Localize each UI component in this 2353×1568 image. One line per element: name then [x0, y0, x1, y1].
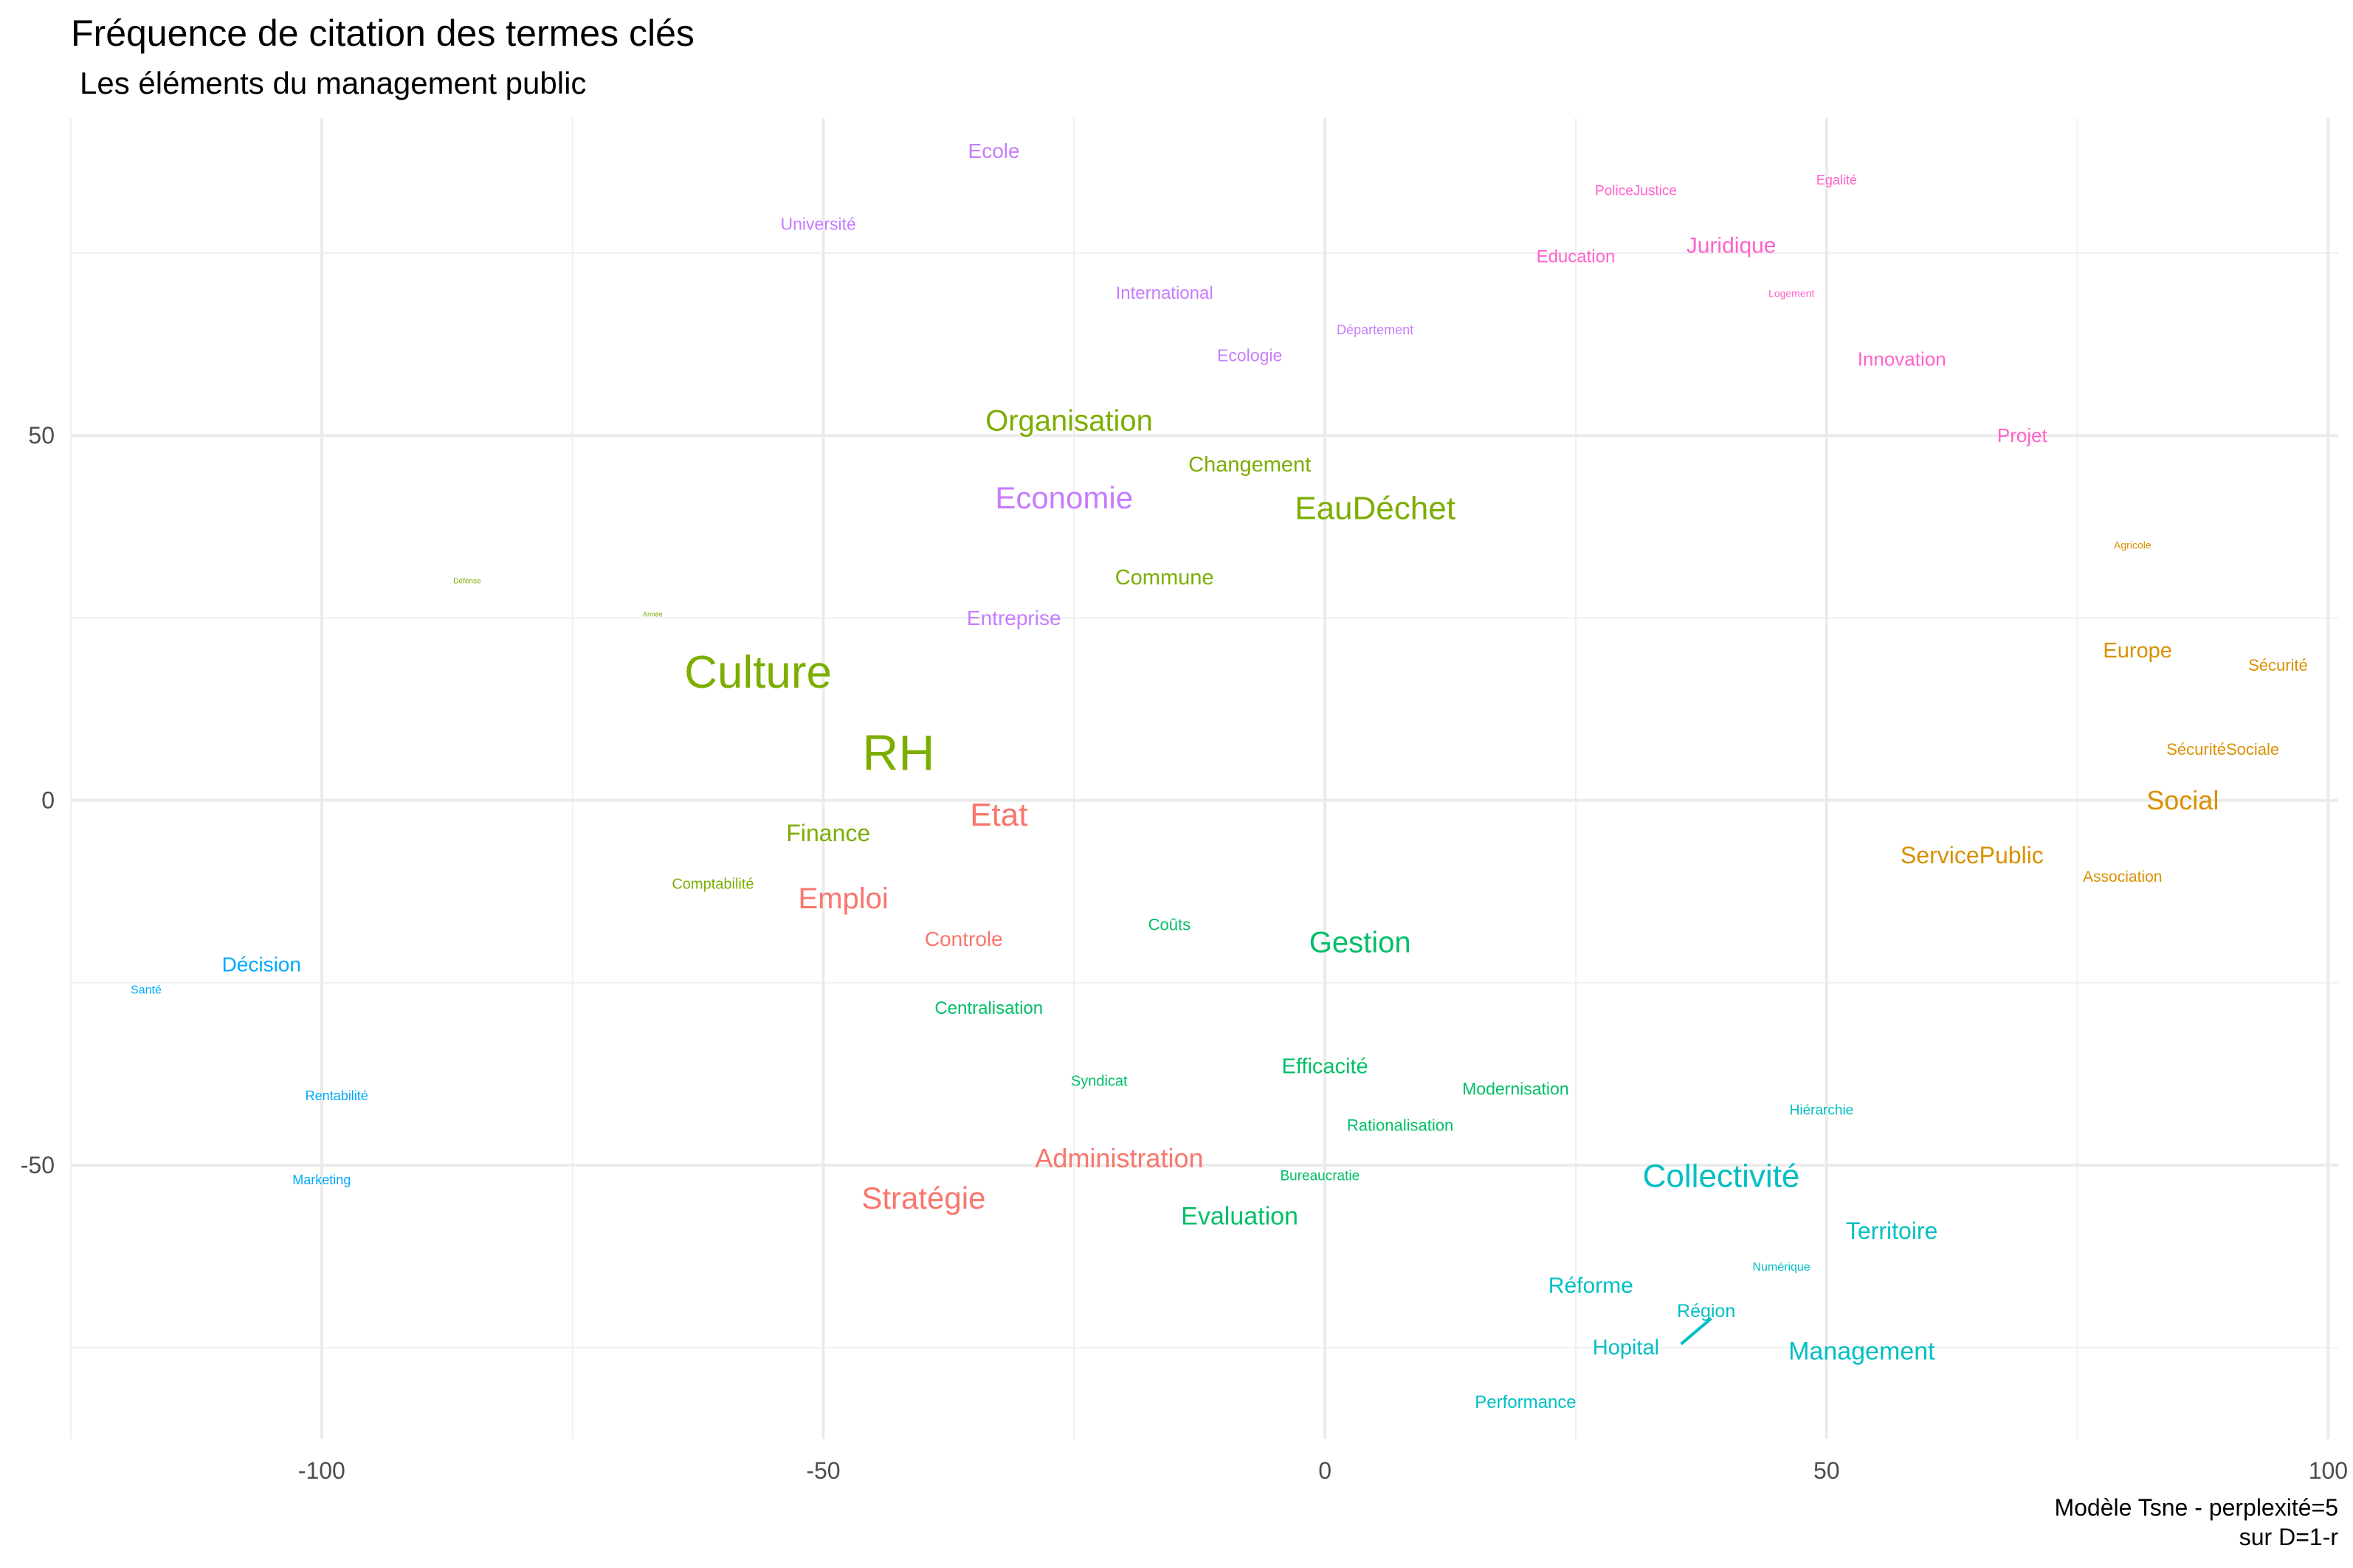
chart-subtitle: Les éléments du management public: [80, 66, 586, 100]
word-label: Bureaucratie: [1280, 1168, 1360, 1184]
word-label: Management: [1788, 1337, 1935, 1365]
chart-caption-line-2: sur D=1-r: [2239, 1524, 2339, 1550]
word-label: Entreprise: [967, 607, 1061, 629]
word-label: Gestion: [1309, 927, 1411, 959]
word-label: Culture: [684, 647, 832, 698]
grid-lines: [70, 118, 2338, 1439]
word-label: Numérique: [1752, 1261, 1810, 1274]
word-label: Ecologie: [1217, 345, 1282, 365]
word-label: Hopital: [1593, 1336, 1659, 1359]
word-label: Collectivité: [1643, 1158, 1800, 1194]
word-labels: Ecole Université International Département E…: [131, 139, 2308, 1412]
chart-title: Fréquence de citation des termes clés: [71, 13, 695, 54]
word-label: Université: [781, 214, 856, 233]
word-label: Région: [1677, 1301, 1735, 1322]
word-label: EauDéchet: [1295, 491, 1455, 527]
word-label: Rationalisation: [1347, 1116, 1453, 1134]
y-tick-label: 50: [28, 422, 55, 449]
word-label: Juridique: [1687, 234, 1777, 258]
x-tick-label: 100: [2309, 1457, 2348, 1484]
x-tick-label: -50: [806, 1457, 840, 1484]
word-label: Etat: [970, 797, 1027, 833]
word-label: Evaluation: [1181, 1202, 1298, 1230]
word-label: Hiérarchie: [1790, 1102, 1854, 1118]
word-label: Santé: [131, 984, 162, 996]
word-label: Réforme: [1548, 1274, 1633, 1298]
word-label: Département: [1337, 322, 1413, 337]
word-label: Logement: [1768, 287, 1814, 299]
chart-caption-line-1: Modèle Tsne - perplexité=5: [2054, 1494, 2338, 1521]
word-label: Emploi: [799, 883, 889, 915]
word-label: Innovation: [1858, 348, 1946, 370]
word-label: Sécurité: [2248, 656, 2308, 674]
word-label: Education: [1537, 246, 1616, 266]
word-label: Efficacité: [1282, 1055, 1368, 1079]
word-label: Stratégie: [861, 1181, 985, 1215]
word-label: Controle: [925, 928, 1003, 950]
word-label: Egalité: [1816, 173, 1857, 187]
word-label: Ecole: [968, 139, 1020, 162]
word-label: SécuritéSociale: [2166, 740, 2279, 759]
word-label: International: [1116, 283, 1213, 303]
word-label: Marketing: [292, 1172, 351, 1187]
word-label: Projet: [1997, 424, 2048, 446]
x-tick-label: 0: [1318, 1457, 1331, 1484]
word-label: Comptabilité: [672, 876, 754, 892]
word-label: Commune: [1115, 566, 1214, 590]
word-label: Modernisation: [1462, 1079, 1568, 1098]
word-label: Armée: [643, 610, 663, 618]
word-label: Rentabilité: [306, 1088, 368, 1103]
y-tick-label: -50: [21, 1152, 55, 1178]
word-label: Défense: [453, 577, 481, 585]
word-label: Social: [2146, 785, 2219, 815]
word-label: Organisation: [985, 404, 1153, 437]
word-label: Territoire: [1846, 1218, 1937, 1244]
label-connector-lines: [1680, 1317, 1712, 1345]
word-label: Administration: [1035, 1143, 1203, 1173]
word-label: Agricole: [2114, 539, 2152, 551]
word-label: ServicePublic: [1901, 842, 2044, 868]
word-label: Changement: [1188, 453, 1311, 477]
x-tick-label: 50: [1813, 1457, 1840, 1484]
word-label: Performance: [1475, 1392, 1576, 1412]
word-label: Syndicat: [1071, 1073, 1128, 1089]
y-tick-label: 0: [41, 787, 55, 814]
word-label: Finance: [786, 820, 870, 846]
word-label: Décision: [222, 953, 301, 976]
word-label: Association: [2083, 868, 2162, 885]
word-label: Economie: [995, 480, 1133, 515]
label-connector: [1680, 1317, 1712, 1345]
word-label: RH: [862, 725, 934, 781]
axis-tick-labels: -100 -50 0 50 100 -50 0 50: [21, 422, 2348, 1484]
x-tick-label: -100: [298, 1457, 345, 1484]
word-label: Europe: [2103, 639, 2172, 663]
word-label: Centralisation: [934, 998, 1043, 1018]
word-label: PoliceJustice: [1595, 183, 1677, 198]
word-label: Coûts: [1148, 915, 1191, 933]
